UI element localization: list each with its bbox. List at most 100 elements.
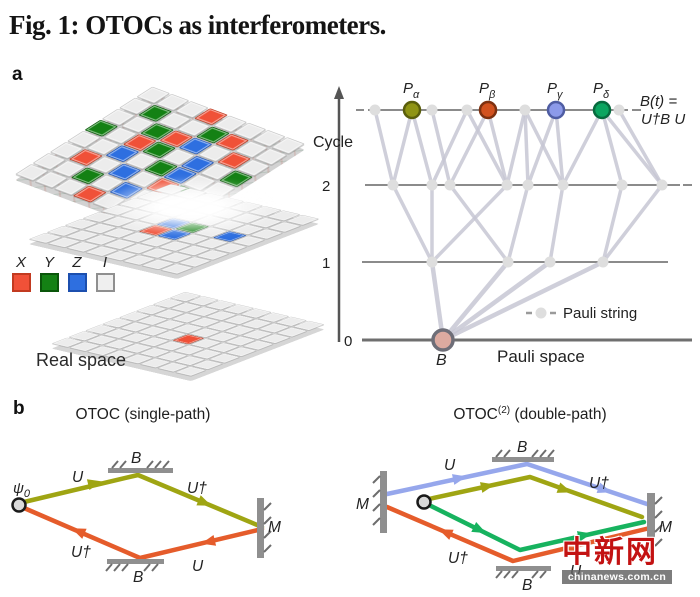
legend-z-swatch	[68, 273, 87, 292]
lattice-cell	[170, 313, 203, 323]
lattice-cell	[242, 340, 274, 351]
lattice-cell	[140, 123, 174, 141]
lattice-cell	[217, 152, 251, 169]
lattice-cell	[173, 345, 206, 355]
lattice-cell	[171, 323, 204, 334]
lattice-cell	[153, 309, 186, 319]
tick-1: 1	[322, 255, 330, 272]
lattice-cell	[275, 316, 307, 327]
lattice-cell	[205, 310, 238, 321]
lattice-cell	[144, 159, 178, 177]
lattice-cell	[102, 227, 136, 239]
b-bottom-label: B	[133, 569, 143, 586]
legend-y-swatch	[40, 273, 59, 292]
lattice-cell	[103, 126, 138, 144]
lattice-cell	[224, 336, 257, 346]
lattice-cell	[141, 259, 175, 270]
lattice-cell	[102, 238, 137, 250]
lattice-cell	[249, 228, 284, 240]
lattice-cell	[152, 298, 185, 309]
lattice-cell	[88, 156, 123, 174]
lattice-cell	[213, 115, 248, 133]
lattice-cell	[241, 329, 274, 340]
lattice-cell	[83, 223, 118, 234]
lattice-cell	[232, 122, 267, 140]
lattice-cell	[156, 351, 189, 362]
mirror-b-top	[108, 460, 173, 473]
lattice-cell	[213, 242, 248, 254]
lattice-cell	[191, 359, 224, 370]
lattice-cell	[86, 138, 121, 155]
forward-path-olive	[21, 472, 265, 530]
udagger-label-bottom-left: U†	[71, 544, 91, 561]
tick-2: 2	[322, 178, 330, 195]
lattice-cell	[161, 148, 196, 166]
pauli-string-legend: Pauli string	[526, 305, 637, 322]
lattice-cell	[102, 328, 135, 339]
lattice-cell	[236, 159, 271, 177]
lattice-cell	[46, 225, 81, 237]
lattice-cell	[135, 304, 168, 315]
udagger-label-top-right-2: U†	[589, 475, 609, 492]
chinanews-logo: 中新网	[562, 536, 658, 569]
lattice-cell	[139, 358, 172, 368]
lattice-cell	[66, 241, 101, 253]
lattice-cell	[136, 315, 169, 326]
axis-arrowhead	[334, 86, 344, 99]
lattice-cell	[138, 104, 173, 122]
lattice-cell	[196, 126, 230, 144]
legend-z-symbol: Z	[72, 254, 82, 271]
udagger-label-top-right: U†	[187, 480, 207, 497]
otoc-single-path-title: OTOC (single-path)	[75, 406, 211, 423]
legend-x-swatch	[12, 273, 31, 292]
pauli-graph-layer	[356, 100, 692, 352]
lattice-cell	[34, 171, 69, 189]
lattice-cell	[85, 324, 117, 335]
lattice-cell	[259, 333, 291, 344]
lattice-cell	[32, 152, 67, 170]
lattice-cell	[155, 340, 188, 351]
lattice-cell	[69, 149, 103, 166]
lattice-cell	[137, 326, 170, 337]
lattice-cell	[195, 249, 230, 261]
legend-x-symbol: X	[15, 254, 26, 271]
otoc2-superscript: (2)	[497, 405, 511, 416]
lattice-cell	[101, 108, 136, 126]
lattice-cell	[64, 218, 99, 230]
m-left-label: M	[356, 496, 369, 513]
lattice-cell	[194, 238, 229, 249]
lattice-cell	[154, 330, 187, 341]
u-label-top-left-2: U	[444, 457, 456, 474]
lattice-cell	[122, 254, 157, 266]
inner-forward-path-olive	[426, 474, 645, 520]
lattice-cell	[15, 164, 49, 181]
lattice-cell	[258, 323, 291, 333]
lattice-cell	[257, 312, 290, 323]
green-arrowheads	[471, 521, 592, 542]
lattice-cell	[107, 163, 142, 181]
lattice-cell	[176, 119, 211, 137]
lattice-cell	[240, 318, 273, 329]
lattice-cell	[170, 302, 203, 313]
lattice-cell	[119, 97, 153, 115]
lattice-cell	[158, 240, 193, 252]
lattice-cell	[180, 155, 215, 173]
initial-state-dot-2	[416, 494, 432, 510]
otoc2-rest: (double-path)	[510, 406, 607, 424]
lattice-cell	[157, 112, 192, 129]
lattice-cell	[275, 327, 308, 337]
cycle-axis-label: Cycle	[313, 134, 353, 151]
lattice-cell	[124, 152, 159, 170]
lattice-cell	[102, 317, 134, 328]
legend-item-z: Z	[68, 254, 87, 292]
figure-title: Fig. 1: OTOCs as interferometers.	[9, 10, 386, 40]
lattice-cell	[118, 311, 151, 322]
pauli-legend: X Y Z I	[12, 254, 115, 292]
lattice-cell	[188, 317, 221, 328]
legend-i-symbol: I	[102, 254, 108, 271]
lattice-cell	[136, 86, 171, 104]
lattice-cell	[190, 349, 223, 359]
lattice-cell	[139, 236, 174, 247]
legend-i-swatch	[96, 273, 115, 292]
lattice-cell	[120, 232, 155, 243]
